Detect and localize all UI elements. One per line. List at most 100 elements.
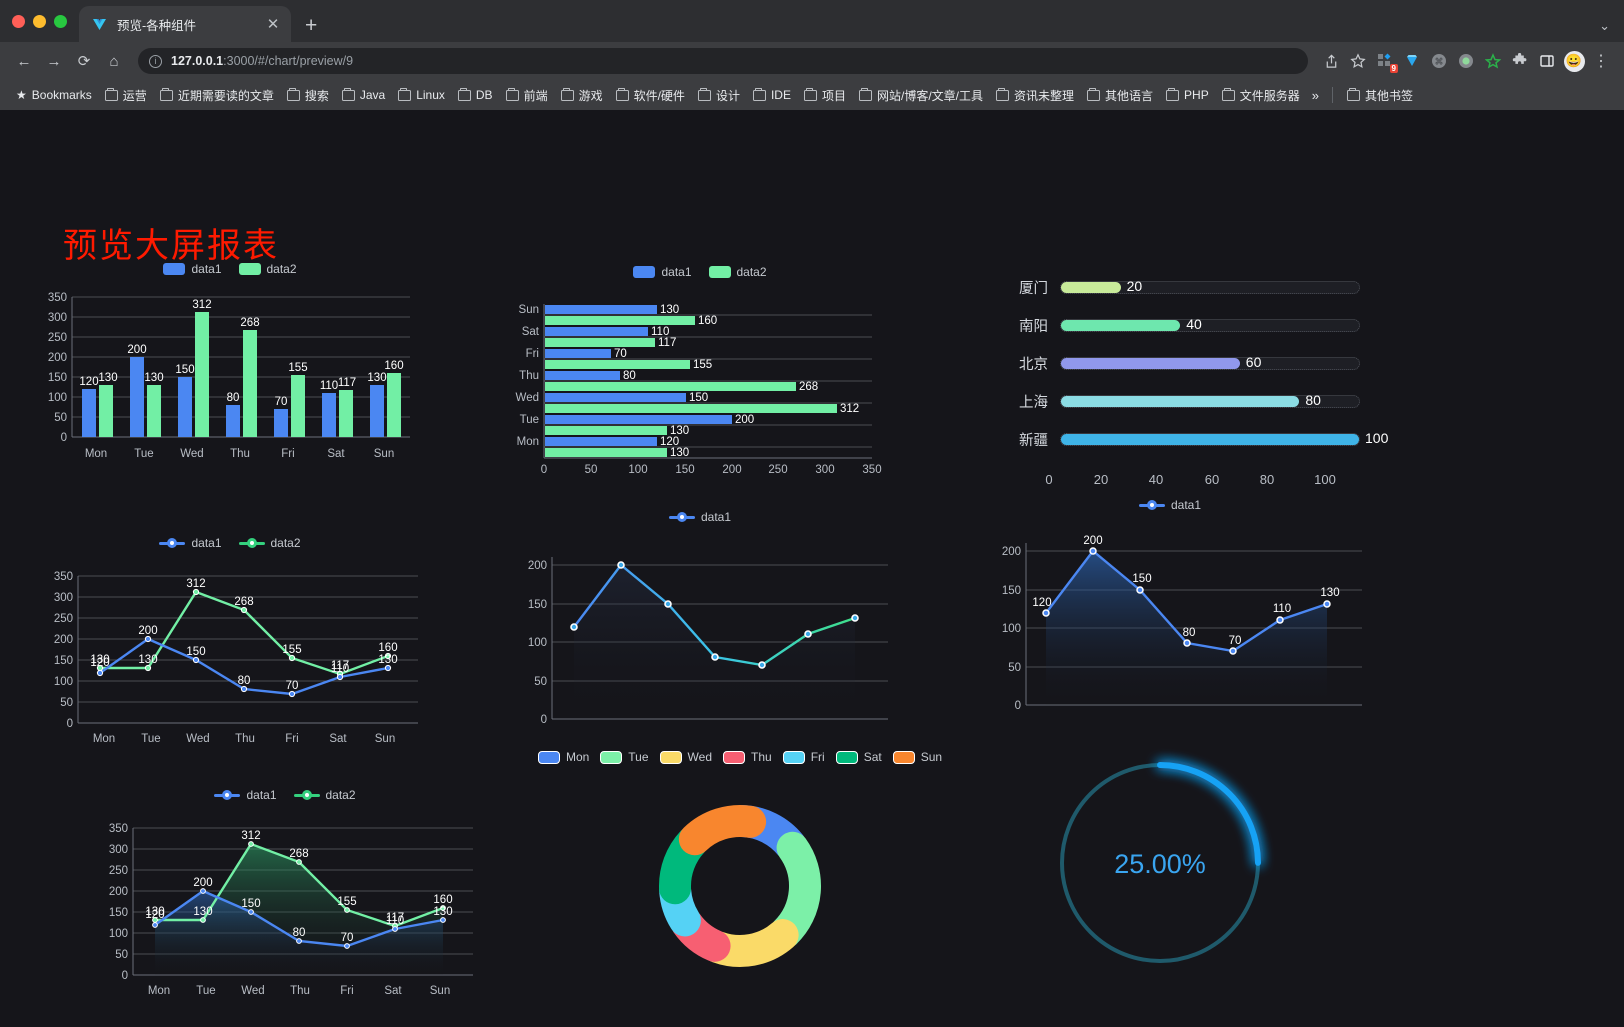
progress-track[interactable]: 80: [1060, 392, 1360, 408]
chart-line-gradient[interactable]: data1 200 150 100 50 0: [500, 510, 900, 741]
bookmark-item[interactable]: 文件服务器: [1216, 84, 1306, 107]
green-star-extension-icon[interactable]: [1480, 48, 1506, 74]
chart-vertical-bar[interactable]: data1 data2 350 300 250 200 150 100 50 0: [30, 262, 430, 477]
legend-item[interactable]: data1: [159, 536, 222, 550]
command-extension-icon[interactable]: ⌘: [1426, 48, 1452, 74]
svg-text:130: 130: [144, 372, 163, 384]
chart-horizontal-bar[interactable]: data1 data2 Sun Sat Fri Thu Wed Tue Mon 13: [500, 265, 900, 482]
bookmark-item[interactable]: IDE: [747, 85, 797, 105]
bookmark-item[interactable]: 网站/博客/文章/工具: [853, 84, 989, 107]
folder-icon: [996, 87, 1009, 101]
share-icon[interactable]: [1318, 48, 1344, 74]
window-traffic-lights[interactable]: [8, 0, 79, 42]
progress-row[interactable]: 厦门 20: [1000, 268, 1360, 306]
window-minimize-button[interactable]: [33, 14, 46, 28]
back-button[interactable]: ←: [16, 52, 32, 70]
bookmark-item[interactable]: 项目: [798, 84, 852, 107]
svg-text:Sun: Sun: [430, 985, 450, 997]
legend-item[interactable]: data1: [214, 788, 277, 802]
bookmark-label: 游戏: [578, 88, 603, 103]
legend-item[interactable]: Sat: [835, 750, 882, 764]
bookmark-item[interactable]: Linux: [392, 85, 451, 105]
bookmark-item[interactable]: ★ Bookmarks: [10, 85, 98, 105]
svg-text:130: 130: [138, 654, 157, 666]
svg-text:150: 150: [689, 392, 708, 404]
chart-progress-bars[interactable]: 厦门 20 南阳 40 北京 60 上海 80: [1000, 268, 1388, 499]
reload-button[interactable]: ⟳: [77, 53, 91, 70]
bookmarks-bar: ★ Bookmarks 运营 近期需要读的文章 搜索 Java Linux DB …: [0, 80, 1624, 110]
bookmark-item-other[interactable]: 其他书签: [1341, 84, 1419, 107]
legend-item[interactable]: Sun: [892, 750, 942, 764]
progress-row[interactable]: 北京 60: [1000, 344, 1360, 382]
bookmark-item[interactable]: 近期需要读的文章: [154, 84, 280, 107]
svg-text:150: 150: [1002, 585, 1021, 597]
browser-menu-button[interactable]: ⋮: [1593, 53, 1609, 70]
legend-item[interactable]: data1: [1138, 498, 1201, 512]
legend-item[interactable]: Tue: [600, 750, 649, 764]
window-close-button[interactable]: [12, 14, 25, 28]
chart-line-two-series[interactable]: data1 data2 350 300 250 200 150 100 50 0: [30, 536, 430, 756]
progress-row[interactable]: 新疆 100: [1000, 420, 1388, 458]
svg-text:60: 60: [1205, 472, 1219, 487]
puzzle-extensions-icon[interactable]: [1507, 48, 1533, 74]
bookmarks-overflow-button[interactable]: »: [1311, 87, 1319, 103]
bookmark-star-icon[interactable]: [1345, 48, 1371, 74]
legend-item[interactable]: data1: [668, 510, 731, 524]
forward-button[interactable]: →: [46, 52, 62, 70]
svg-text:250: 250: [54, 613, 73, 625]
legend-item[interactable]: data1: [633, 265, 692, 279]
site-info-icon[interactable]: i: [149, 54, 162, 68]
bookmark-item[interactable]: 设计: [692, 84, 746, 107]
legend-item[interactable]: data2: [238, 536, 301, 550]
browser-tab-active[interactable]: 预览-各种组件 ✕: [79, 6, 291, 42]
bookmark-item[interactable]: 资讯未整理: [990, 84, 1080, 107]
extension-grid-icon[interactable]: 9: [1372, 48, 1398, 74]
legend-item[interactable]: data1: [163, 262, 222, 276]
chart-donut[interactable]: Mon Tue Wed Thu Fri Sat Sun: [537, 750, 942, 1004]
chart-area-two-series[interactable]: data1 data2: [85, 788, 485, 1008]
progress-axis: 0 20 40 60 80 100: [1045, 472, 1335, 487]
chevron-down-icon[interactable]: ⌄: [1599, 18, 1610, 33]
bookmark-item[interactable]: PHP: [1160, 85, 1215, 105]
legend-label: data1: [191, 536, 222, 550]
home-button[interactable]: ⌂: [109, 52, 119, 70]
side-panel-icon[interactable]: [1534, 48, 1560, 74]
divider: [1331, 87, 1333, 103]
progress-row[interactable]: 南阳 40: [1000, 306, 1360, 344]
bookmark-item[interactable]: 软件/硬件: [610, 84, 691, 107]
diamond-extension-icon[interactable]: [1399, 48, 1425, 74]
green-circle-extension-icon[interactable]: [1453, 48, 1479, 74]
svg-text:Fri: Fri: [340, 985, 353, 997]
legend-item[interactable]: Wed: [659, 750, 712, 764]
bookmark-label: 其他书签: [1364, 88, 1413, 103]
bookmark-label: Bookmarks: [31, 88, 92, 102]
progress-track[interactable]: 60: [1060, 354, 1360, 370]
progress-track[interactable]: 100: [1060, 430, 1388, 446]
progress-track[interactable]: 40: [1060, 316, 1360, 332]
address-bar[interactable]: i 127.0.0.1:3000/#/chart/preview/9: [138, 48, 1308, 74]
svg-text:150: 150: [528, 599, 547, 611]
legend-item[interactable]: data2: [708, 265, 767, 279]
new-tab-button[interactable]: +: [305, 14, 318, 37]
bookmark-item[interactable]: 前端: [500, 84, 554, 107]
chart-gauge[interactable]: 25.00%: [1045, 745, 1275, 990]
bookmark-item[interactable]: 游戏: [555, 84, 609, 107]
window-maximize-button[interactable]: [54, 14, 67, 28]
legend-item[interactable]: Mon: [537, 750, 589, 764]
bookmark-item[interactable]: Java: [336, 85, 391, 105]
legend-item[interactable]: data2: [293, 788, 356, 802]
legend-item[interactable]: Fri: [782, 750, 825, 764]
bookmark-item[interactable]: 其他语言: [1081, 84, 1159, 107]
close-icon[interactable]: ✕: [266, 15, 280, 33]
progress-track[interactable]: 20: [1060, 278, 1360, 294]
bookmark-item[interactable]: DB: [452, 85, 499, 105]
svg-text:350: 350: [48, 292, 67, 304]
progress-row[interactable]: 上海 80: [1000, 382, 1360, 420]
bookmark-item[interactable]: 运营: [99, 84, 153, 107]
bookmark-item[interactable]: 搜索: [281, 84, 335, 107]
gauge-value: 25.00%: [1114, 849, 1206, 879]
avatar[interactable]: 😀: [1561, 48, 1587, 74]
chart-area-single[interactable]: data1 200 150 100 50 0: [970, 498, 1370, 727]
legend-item[interactable]: data2: [238, 262, 297, 276]
legend-item[interactable]: Thu: [723, 750, 772, 764]
